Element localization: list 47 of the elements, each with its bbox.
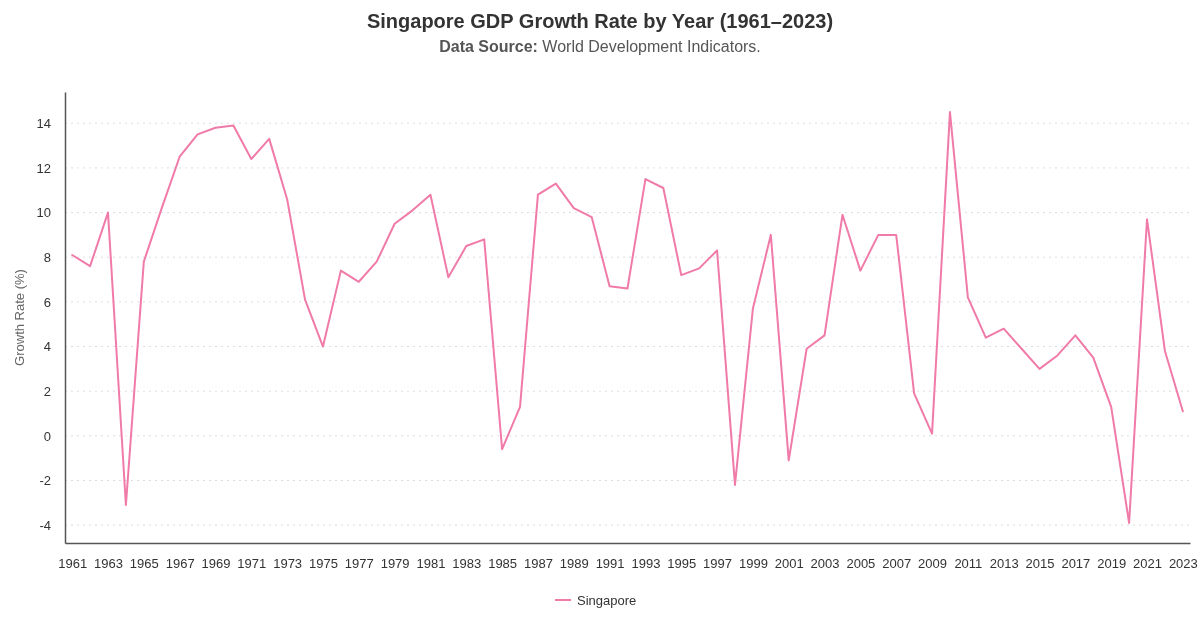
x-tick-label: 1985 <box>488 556 518 572</box>
x-tick-label: 2007 <box>882 556 912 572</box>
y-tick-label: 6 <box>43 294 51 310</box>
y-tick-label: 8 <box>43 249 51 265</box>
x-tick-label: 2011 <box>954 556 983 572</box>
x-tick-label: 1997 <box>703 556 733 572</box>
chart-title: Singapore GDP Growth Rate by Year (1961–2023) <box>366 10 834 32</box>
x-tick-label: 2017 <box>1061 556 1091 572</box>
x-tick-label: 2005 <box>846 556 876 572</box>
x-tick-label: 1965 <box>129 556 159 572</box>
x-tick-label: 1975 <box>309 556 338 572</box>
y-tick-label: 0 <box>43 428 51 444</box>
x-tick-label: 1969 <box>201 556 231 572</box>
x-tick-label: 1999 <box>738 556 768 572</box>
x-tick-label: 1977 <box>344 556 374 572</box>
x-tick-label: 2001 <box>774 556 804 572</box>
y-tick-label: 2 <box>43 383 51 399</box>
y-tick-label: -4 <box>39 517 51 533</box>
x-tick-label: 1995 <box>667 556 697 572</box>
y-tick-label: 10 <box>36 205 51 221</box>
x-tick-label: 1971 <box>237 556 267 572</box>
x-tick-label: 1973 <box>273 556 303 572</box>
x-tick-label: 1967 <box>165 556 195 572</box>
x-tick-label: 1991 <box>595 556 625 572</box>
x-tick-label: 2015 <box>1025 556 1055 572</box>
y-tick-label: 12 <box>36 160 51 176</box>
legend-label: Singapore <box>577 592 637 608</box>
x-tick-label: 1987 <box>523 556 553 572</box>
chart-subtitle: Data Source: World Development Indicators. <box>439 38 761 55</box>
x-tick-label: 2023 <box>1168 556 1198 572</box>
x-tick-label: 1979 <box>380 556 410 572</box>
y-tick-label: 4 <box>43 339 51 355</box>
x-tick-label: 2021 <box>1133 556 1162 572</box>
x-tick-label: 1961 <box>58 556 88 572</box>
x-tick-label: 1983 <box>452 556 482 572</box>
x-tick-label: 1989 <box>559 556 589 572</box>
x-tick-label: 2013 <box>989 556 1019 572</box>
x-tick-label: 2003 <box>810 556 840 572</box>
x-tick-label: 1963 <box>94 556 123 572</box>
y-axis-title: Growth Rate (%) <box>12 269 27 366</box>
x-tick-label: 1981 <box>416 556 446 572</box>
x-tick-label: 2009 <box>918 556 947 572</box>
y-tick-label: 14 <box>36 115 51 131</box>
y-tick-label: -2 <box>39 473 51 489</box>
x-tick-label: 2019 <box>1097 556 1127 572</box>
line-series <box>71 111 1184 524</box>
x-tick-label: 1993 <box>631 556 661 572</box>
